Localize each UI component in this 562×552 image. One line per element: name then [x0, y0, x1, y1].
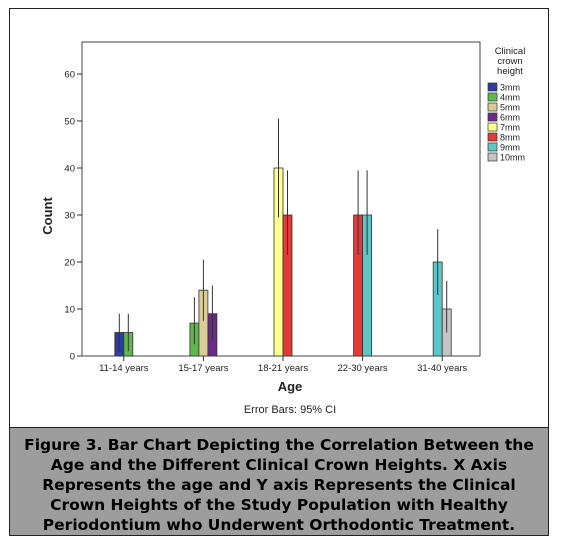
legend-label-8mm: 8mm [500, 133, 520, 143]
y-tick-label: 60 [64, 70, 75, 81]
y-tick-label: 50 [64, 117, 75, 128]
legend-swatch-7mm [487, 122, 498, 132]
y-axis-label: Count [40, 197, 55, 235]
legend-label-3mm: 3mm [500, 83, 520, 93]
legend-swatch-8mm [487, 132, 498, 142]
figure-caption: Figure 3. Bar Chart Depicting the Correl… [10, 427, 548, 535]
x-tick-label: 18-21 years [258, 363, 308, 374]
figure-frame: 0 10 20 30 40 50 60 11-14 years 15-17 years 18-21… [9, 8, 549, 536]
y-tick-label: 10 [64, 305, 75, 316]
legend-swatch-6mm [487, 112, 498, 122]
x-tick-label: 15-17 years [178, 363, 228, 374]
legend-swatch-3mm [487, 82, 498, 92]
y-tick-label: 30 [64, 211, 75, 222]
legend-label-10mm: 10mm [500, 153, 525, 163]
legend-swatch-5mm [487, 102, 498, 112]
error-bars-note: Error Bars: 95% CI [244, 404, 336, 416]
x-tick-label: 11-14 years [99, 363, 149, 374]
legend-label-7mm: 7mm [500, 123, 520, 133]
bar-chart: 0 10 20 30 40 50 60 11-14 years 15-17 years 18-21… [40, 41, 526, 416]
legend-label-5mm: 5mm [500, 103, 520, 113]
x-tick-label: 22-30 years [338, 363, 388, 374]
y-tick-label: 40 [64, 164, 75, 175]
x-tick-label: 31-40 years [417, 363, 467, 374]
y-tick-label: 0 [70, 352, 75, 363]
chart-area: 0 10 20 30 40 50 60 11-14 years 15-17 years 18-21… [10, 9, 548, 427]
y-tick-label: 20 [64, 258, 75, 269]
legend-swatch-9mm [487, 142, 498, 152]
legend-swatch-10mm [487, 152, 498, 162]
legend-label-6mm: 6mm [500, 113, 520, 123]
legend-title-line: crown [497, 56, 522, 67]
legend-title-line: Clinical [495, 46, 526, 57]
legend-title-line: height [497, 66, 523, 77]
legend-label-9mm: 9mm [500, 143, 520, 153]
x-axis-label: Age [278, 379, 303, 394]
legend-label-4mm: 4mm [500, 93, 520, 103]
legend-swatch-4mm [487, 92, 498, 102]
